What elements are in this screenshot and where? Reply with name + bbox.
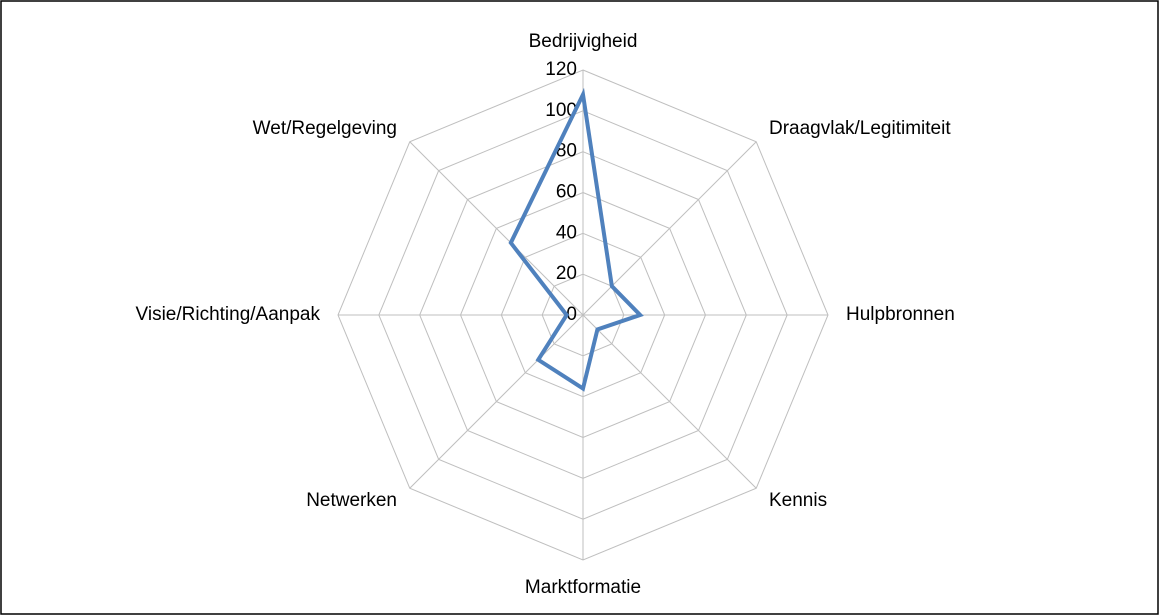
series-line xyxy=(508,87,644,392)
category-label: Bedrijvigheid xyxy=(529,31,638,52)
category-label: Wet/Regelgeving xyxy=(253,118,397,139)
category-label: Hulpbronnen xyxy=(846,304,955,325)
category-label: Draagvlak/Legitimiteit xyxy=(769,118,951,139)
spoke xyxy=(582,314,757,489)
tick-label: 120 xyxy=(545,59,577,80)
tick-label: 40 xyxy=(556,222,577,243)
category-label: Visie/Richting/Aanpak xyxy=(136,304,321,325)
tick-label: 20 xyxy=(556,263,577,284)
tick-label: 60 xyxy=(556,182,577,203)
category-label: Kennis xyxy=(769,490,827,511)
tick-label: 80 xyxy=(556,141,577,162)
tick-label: 0 xyxy=(566,304,577,325)
category-label: Marktformatie xyxy=(525,577,641,598)
category-label: Netwerken xyxy=(306,490,397,511)
spoke xyxy=(409,314,584,489)
tick-label: 100 xyxy=(545,100,577,121)
spoke xyxy=(409,141,584,316)
